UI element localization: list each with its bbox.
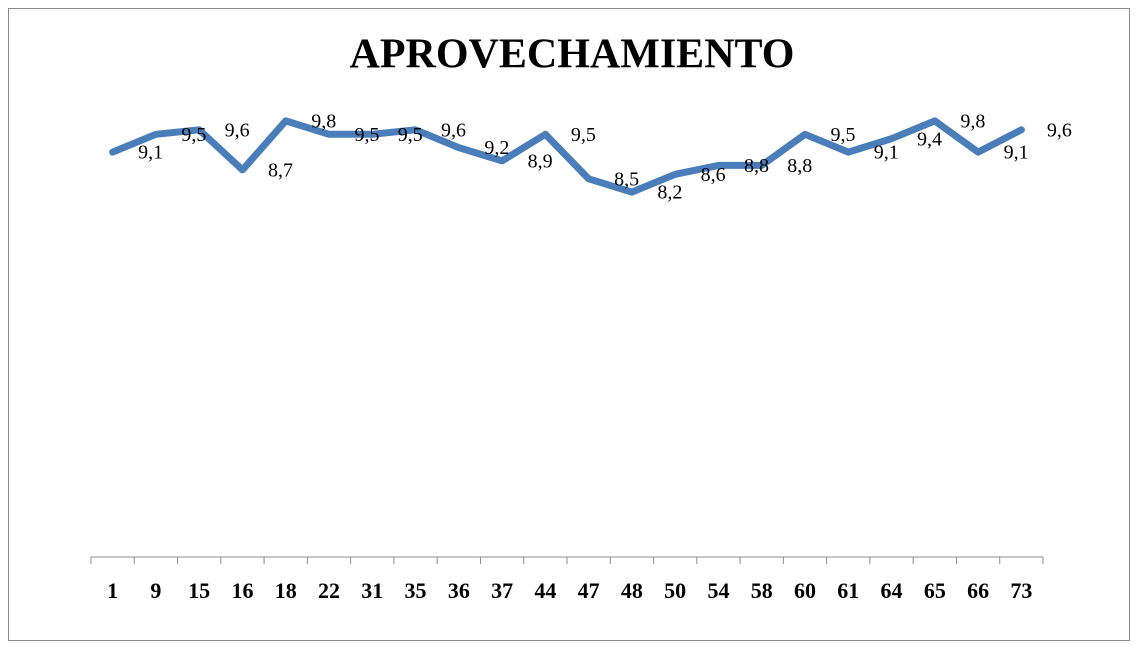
data-label: 9,8	[960, 110, 985, 132]
x-tick-label: 73	[1010, 578, 1032, 603]
data-label: 9,5	[398, 124, 423, 146]
data-label: 9,5	[355, 124, 380, 146]
data-label: 8,8	[744, 155, 769, 177]
data-label: 8,8	[787, 155, 812, 177]
data-line	[109, 117, 1025, 196]
data-label: 9,5	[831, 124, 856, 146]
x-tick-label: 16	[231, 578, 253, 603]
x-tick-label: 36	[448, 578, 470, 603]
data-label: 9,1	[138, 142, 163, 164]
data-label: 8,6	[701, 164, 726, 186]
data-label: 9,6	[225, 119, 250, 141]
chart-frame	[8, 8, 1130, 641]
data-label: 9,1	[1004, 142, 1029, 164]
data-label: 8,9	[528, 151, 553, 173]
data-label: 8,2	[657, 182, 682, 204]
x-tick-label: 64	[881, 578, 903, 603]
x-tick-label: 15	[188, 578, 210, 603]
x-tick-label: 37	[491, 578, 513, 603]
x-tick-label: 31	[361, 578, 383, 603]
x-tick-label: 58	[751, 578, 773, 603]
data-label: 9,8	[311, 110, 336, 132]
data-label: 9,5	[181, 124, 206, 146]
x-tick-label: 48	[621, 578, 643, 603]
x-tick-label: 47	[578, 578, 600, 603]
data-label: 9,4	[917, 128, 942, 150]
x-tick-label: 22	[318, 578, 340, 603]
x-tick-label: 50	[664, 578, 686, 603]
data-label: 9,5	[571, 124, 596, 146]
x-tick-label: 54	[707, 578, 729, 603]
x-tick-label: 60	[794, 578, 816, 603]
x-tick-label: 65	[924, 578, 946, 603]
x-tick-label: 35	[405, 578, 427, 603]
data-label: 9,2	[484, 137, 509, 159]
x-tick-label: 44	[534, 578, 556, 603]
x-tick-label: 61	[837, 578, 859, 603]
x-tick-label: 1	[107, 578, 118, 603]
data-label: 8,7	[268, 159, 293, 181]
data-label: 9,6	[441, 119, 466, 141]
chart-title: APROVECHAMIENTO	[350, 32, 795, 78]
x-tick-label: 18	[275, 578, 297, 603]
x-tick-label: 66	[967, 578, 989, 603]
x-tick-label: 9	[150, 578, 161, 603]
data-label: 9,1	[874, 142, 899, 164]
data-label: 8,5	[614, 168, 639, 190]
data-label: 9,6	[1047, 119, 1072, 141]
